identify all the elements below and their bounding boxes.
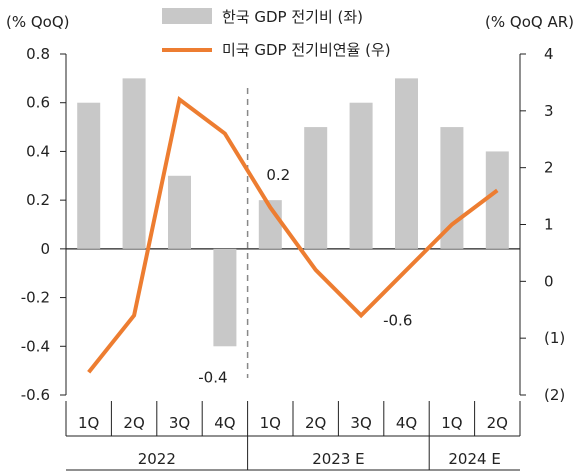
left-axis-tick-label: -0.2 (21, 289, 50, 307)
bar (213, 248, 237, 347)
bar (77, 102, 101, 249)
x-axis-category-label: 2Q (487, 414, 508, 432)
data-label: -0.4 (198, 368, 227, 386)
line-series-path (87, 95, 499, 374)
right-axis-tick-label: 2 (544, 159, 554, 177)
bar (122, 78, 146, 249)
right-axis-tick-label: 1 (544, 216, 554, 234)
x-axis-category-label: 3Q (350, 414, 371, 432)
left-axis-tick-label: 0.4 (26, 142, 50, 160)
left-axis-tick-label: 0 (40, 240, 50, 258)
data-label: 0.2 (266, 166, 290, 184)
bar (395, 78, 418, 249)
annotations: 0.2 -0.4 -0.6 (198, 166, 412, 386)
x-axis-category-label: 1Q (260, 414, 281, 432)
legend-bar-swatch (162, 8, 212, 24)
left-axis-tick-label: 0.8 (26, 45, 50, 63)
x-axis: 1Q 2Q 3Q 4Q 1Q 2Q 3Q 4Q 1Q 2Q 2022 2023 E 2024 E (65, 401, 521, 471)
x-axis-category-label: 3Q (169, 414, 190, 432)
right-axis-tick-label: 0 (544, 272, 554, 290)
left-axis-tick-label: -0.6 (21, 386, 50, 404)
right-axis-tick-label: 3 (544, 102, 554, 120)
right-axis-tick-label: (1) (544, 329, 565, 347)
left-axis-unit-label: (% QoQ) (6, 13, 70, 31)
x-axis-year-label: 2022 (138, 450, 176, 468)
left-axis-tick-label: 0.6 (26, 94, 50, 112)
left-axis-tick-label: -0.4 (21, 337, 50, 355)
line-series (87, 95, 499, 374)
bar (304, 127, 328, 249)
x-axis-category-label: 4Q (214, 414, 235, 432)
legend: 한국 GDP 전기비 (좌) 미국 GDP 전기비연율 (우) (162, 8, 391, 59)
x-axis-year-label: 2024 E (448, 450, 500, 468)
right-axis-tick-label: (2) (544, 386, 565, 404)
legend-line-label: 미국 GDP 전기비연율 (우) (222, 41, 391, 59)
bar (485, 151, 509, 249)
x-axis-category-label: 1Q (78, 414, 99, 432)
bar (349, 102, 373, 249)
axes: 0.8 0.6 0.4 0.2 0 -0.2 -0.4 -0.6 4 3 2 1 0 (1) (2) (21, 45, 566, 404)
x-axis-category-label: 2Q (305, 414, 326, 432)
x-axis-category-label: 1Q (441, 414, 462, 432)
x-axis-year-label: 2023 E (312, 450, 364, 468)
right-axis-unit-label: (% QoQ AR) (485, 13, 574, 31)
legend-bar-label: 한국 GDP 전기비 (좌) (222, 8, 363, 26)
data-label: -0.6 (383, 311, 412, 329)
x-axis-category-label: 2Q (123, 414, 144, 432)
left-axis-tick-label: 0.2 (26, 191, 50, 209)
x-axis-category-label: 4Q (396, 414, 417, 432)
right-axis-tick-label: 4 (544, 45, 554, 63)
bar-series (77, 78, 509, 347)
bar (168, 175, 191, 249)
